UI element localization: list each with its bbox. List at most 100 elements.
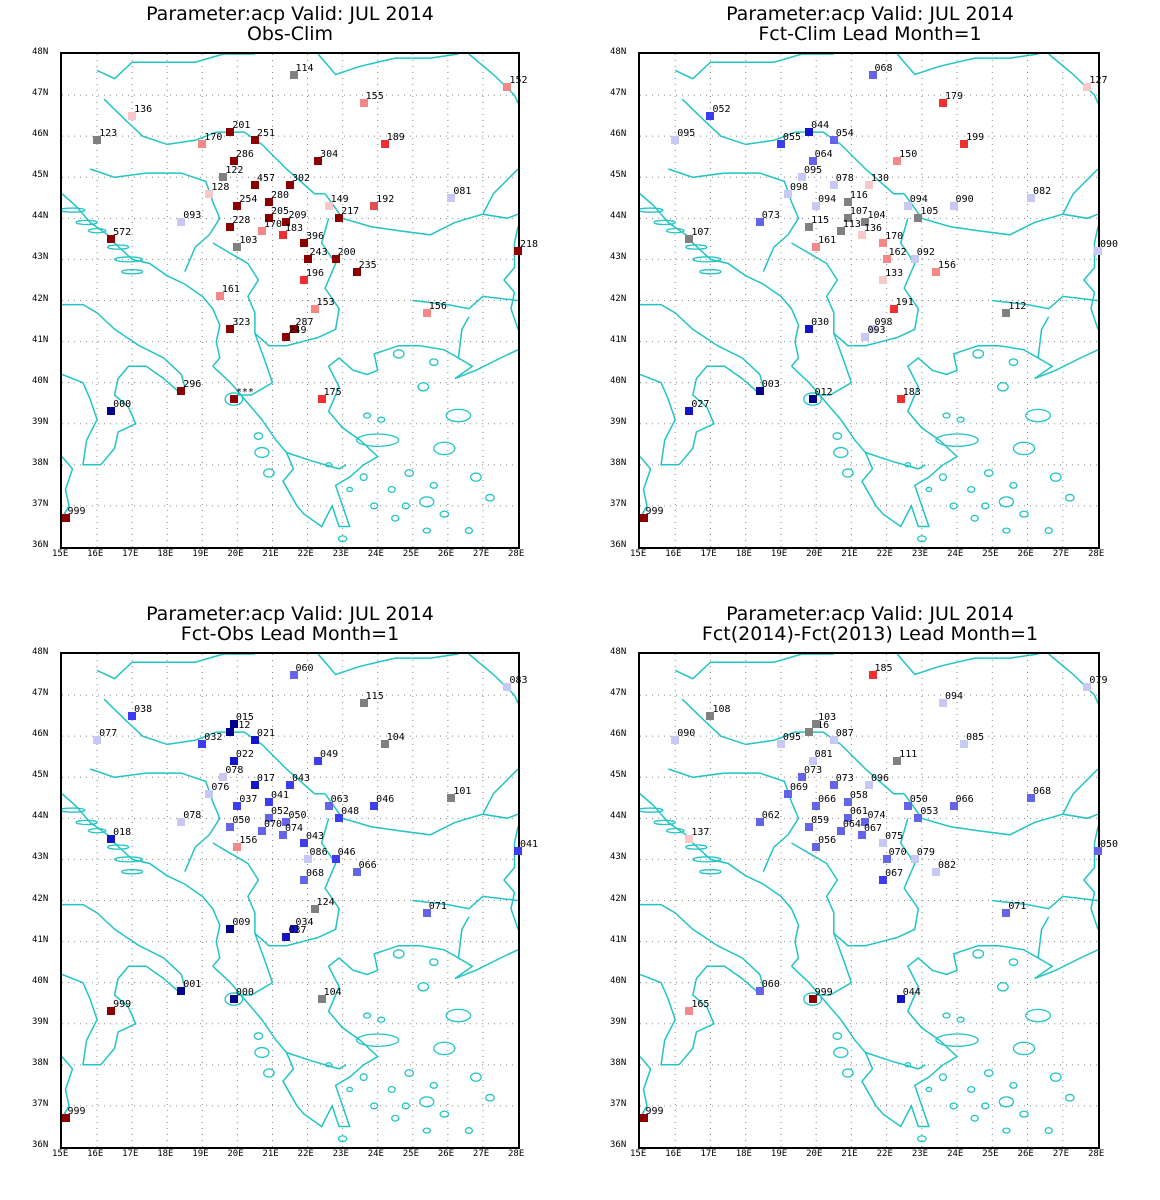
station-value-label: 087 [835, 728, 854, 740]
lon-tick-label: 20E [227, 1149, 244, 1159]
station-value-label: 094 [818, 194, 837, 205]
station-marker [706, 111, 715, 120]
island-outline [685, 844, 708, 850]
station-marker [93, 736, 102, 745]
station-value-label: 073 [804, 765, 823, 777]
coastline [896, 654, 1039, 676]
island-outline [1002, 527, 1011, 534]
lat-tick-label: 45N [610, 770, 627, 781]
station-marker [949, 802, 958, 810]
coastline [992, 895, 1098, 910]
station-marker [317, 995, 326, 1004]
lat-tick-label: 48N [610, 47, 627, 57]
coastline [412, 895, 518, 910]
station-value-label: 183 [902, 387, 921, 399]
island-outline [970, 1114, 979, 1122]
station-value-label: 090 [955, 194, 974, 205]
station-value-label: 078 [835, 173, 854, 185]
island-outline [254, 446, 270, 459]
station-marker [938, 699, 947, 708]
lon-tick-label: 15E [52, 1149, 69, 1159]
station-value-label: 457 [256, 173, 275, 185]
station-marker [879, 875, 888, 884]
island-outline [956, 1016, 965, 1023]
island-outline [949, 1102, 958, 1110]
island-outline [692, 256, 722, 263]
island-outline [803, 392, 823, 406]
station-value-label: 071 [428, 900, 447, 912]
station-value-label: 122 [225, 165, 244, 177]
panel-title-line1: Parameter:acp Valid: JUL 2014 [726, 3, 1014, 25]
island-outline [337, 1135, 348, 1143]
island-outline [464, 527, 474, 535]
island-outline [429, 1081, 438, 1089]
station-value-label: 017 [256, 773, 275, 785]
station-value-label: 070 [263, 818, 282, 830]
station-value-label: 090 [677, 728, 696, 740]
island-outline [253, 1032, 264, 1041]
coastline [816, 933, 853, 996]
station-value-label: 185 [874, 662, 893, 674]
lon-tick-label: 17E [700, 1149, 717, 1159]
island-outline [938, 473, 948, 482]
island-outline [1012, 441, 1036, 456]
coastline [791, 218, 920, 347]
station-marker [514, 847, 522, 856]
station-marker [931, 267, 940, 276]
station-value-label: 133 [885, 267, 904, 279]
station-marker [250, 781, 259, 790]
island-outline [392, 349, 405, 359]
island-outline [106, 244, 130, 250]
island-outline [665, 827, 685, 834]
station-value-label: 205 [270, 206, 290, 218]
station-value-label: 052 [270, 806, 290, 818]
station-value-label: 200 [337, 247, 356, 259]
station-value-label: 323 [232, 317, 251, 329]
station-value-label: 041 [520, 839, 539, 851]
station-value-label: 063 [330, 794, 349, 805]
lat-tick-label: 40N [32, 375, 49, 386]
station-value-label: 037 [239, 794, 258, 805]
station-value-label: 286 [235, 148, 254, 160]
station-marker [812, 202, 821, 210]
island-outline [377, 416, 386, 423]
station-value-label: 082 [937, 859, 956, 871]
coastline [1062, 168, 1098, 215]
panel-obs-clim: Parameter:acp Valid: JUL 2014 Obs-Clim 1… [0, 0, 580, 600]
station-value-label: 050 [288, 810, 307, 822]
station-value-label: 090 [1100, 239, 1119, 251]
station-value-label: 096 [871, 773, 890, 785]
station-value-label: 079 [1089, 674, 1108, 686]
lat-tick-label: 48N [610, 647, 627, 657]
coastline [482, 168, 518, 215]
station-marker [960, 740, 969, 749]
lat-tick-label: 47N [610, 688, 627, 699]
station-marker [219, 773, 228, 782]
station-marker [352, 867, 361, 876]
station-value-label: 999 [645, 506, 664, 518]
island-outline [224, 992, 244, 1006]
coastline [62, 1056, 74, 1119]
station-marker [215, 292, 224, 301]
station-marker [229, 156, 238, 165]
island-outline [359, 1073, 368, 1082]
island-outline [113, 856, 144, 863]
island-outline [75, 819, 98, 826]
island-outline [833, 1046, 849, 1059]
station-value-label: 155 [365, 91, 384, 103]
station-value-label: 050 [909, 794, 928, 805]
coastline [640, 456, 652, 519]
station-value-label: 103 [818, 711, 837, 723]
island-outline [485, 493, 495, 502]
station-value-label: 012 [232, 720, 251, 732]
station-value-label: 054 [835, 128, 854, 140]
coastline [640, 1056, 652, 1119]
station-marker [805, 128, 814, 137]
station-marker [282, 218, 291, 227]
station-marker [893, 756, 902, 765]
lat-tick-label: 43N [610, 252, 627, 263]
island-outline [254, 1046, 270, 1059]
station-value-label: 999 [67, 506, 86, 518]
station-marker [233, 202, 242, 210]
lat-tick-label: 47N [32, 88, 49, 99]
